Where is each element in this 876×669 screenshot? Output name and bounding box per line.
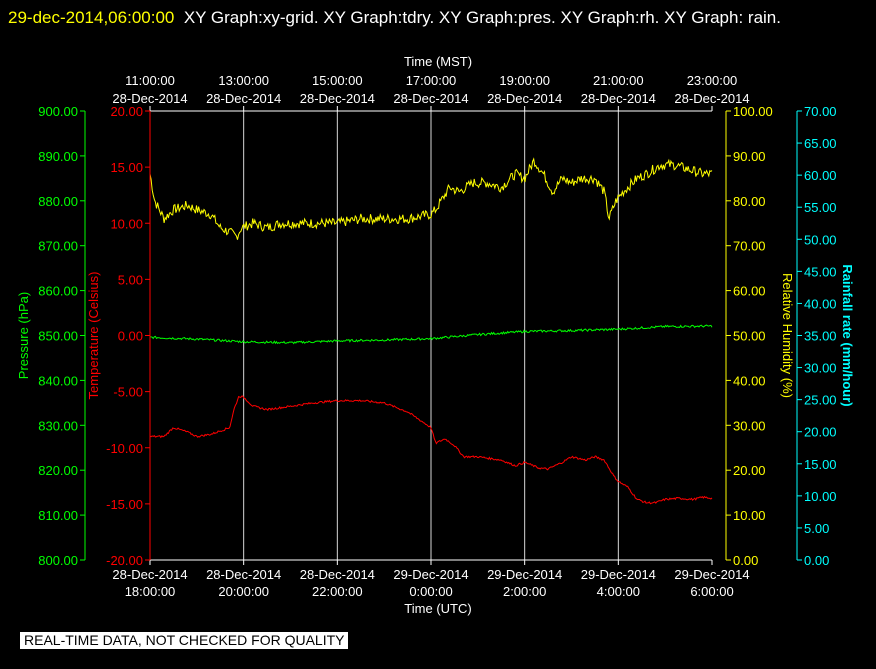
pressure-tick-label: 860.00 [38,284,78,299]
x-bottom-tick-label: 4:00:00 [597,584,640,599]
quality-notice: REAL-TIME DATA, NOT CHECKED FOR QUALITY [20,632,349,649]
pressure-series-line [149,324,713,345]
pressure-tick-label: 880.00 [38,194,78,209]
humidity-tick-label: 0.00 [733,553,758,568]
rain-tick-label: 25.00 [804,393,837,408]
x-top-tick-label: 11:00:00 [125,73,175,88]
pressure-tick-label: 870.00 [38,239,78,254]
humidity-tick-label: 40.00 [733,373,766,388]
humidity-tick-label: 100.00 [733,104,773,119]
rain-tick-label: 30.00 [804,361,837,376]
x-bottom-tick-label: 18:00:00 [125,584,176,599]
axes: 28-Dec-2014 18:00:00 11:00:00 28-Dec-2014 28… [16,54,855,616]
x-bottom-tick-label: 29-Dec-2014 [674,567,749,582]
pressure-tick-label: 850.00 [38,329,78,344]
rain-tick-label: 0.00 [804,553,829,568]
rain-tick-label: 70.00 [804,104,837,119]
temperature-tick-label: 0.00 [118,329,143,344]
grid-lines [243,111,619,560]
pressure-tick-label: 830.00 [38,418,78,433]
rain-tick-label: 20.00 [804,425,837,440]
rain-tick-label: 15.00 [804,457,837,472]
x-bottom-tick-label: 22:00:00 [312,584,363,599]
temperature-tick-label: 20.00 [110,104,143,119]
temperature-tick-label: -5.00 [113,385,143,400]
humidity-tick-label: 10.00 [733,508,766,523]
x-top-tick-label: 23:00:00 [687,73,738,88]
rain-axis-label: Rainfall rate (mm/hour) [840,264,855,406]
pressure-tick-label: 890.00 [38,149,78,164]
plot-frame [149,106,713,565]
x-bottom-tick-label: 2:00:00 [503,584,546,599]
humidity-tick-label: 30.00 [733,418,766,433]
humidity-tick-label: 20.00 [733,463,766,478]
temperature-tick-label: -20.00 [106,553,143,568]
x-top-tick-label: 13:00:00 [218,73,269,88]
x-top-tick-label: 28-Dec-2014 [206,91,281,106]
rain-tick-label: 55.00 [804,200,837,215]
x-bottom-tick-label: 28-Dec-2014 [206,567,281,582]
x-top-tick-label: 28-Dec-2014 [393,91,468,106]
graph-titles: XY Graph:xy-grid. XY Graph:tdry. XY Grap… [183,8,781,27]
rain-tick-label: 5.00 [804,521,829,536]
rain-tick-label: 45.00 [804,264,837,279]
pressure-tick-label: 820.00 [38,463,78,478]
x-bottom-tick-label: 28-Dec-2014 [300,567,375,582]
pressure-tick-label: 810.00 [38,508,78,523]
x-top-tick-label: 28-Dec-2014 [581,91,656,106]
x-top-tick-label: 19:00:00 [499,73,550,88]
humidity-tick-label: 60.00 [733,284,766,299]
rain-tick-label: 40.00 [804,296,837,311]
humidity-tick-label: 50.00 [733,329,766,344]
rain-tick-label: 35.00 [804,329,837,344]
x-bottom-tick-label: 0:00:00 [409,584,452,599]
temperature-axis-label: Temperature (Celsius) [86,272,101,400]
temperature-tick-label: 10.00 [110,216,143,231]
pressure-tick-label: 800.00 [38,553,78,568]
x-bottom-tick-label: 28-Dec-2014 [112,567,187,582]
temperature-tick-label: -10.00 [106,441,143,456]
series-lines [149,157,713,505]
timestamp: 29-dec-2014,06:00:00 [8,8,175,27]
rain-tick-label: 65.00 [804,136,837,151]
x-top-tick-label: 28-Dec-2014 [674,91,749,106]
x-top-tick-label: 15:00:00 [312,73,363,88]
x-top-tick-label: 28-Dec-2014 [487,91,562,106]
temperature-tick-label: 15.00 [110,160,143,175]
pressure-axis-label: Pressure (hPa) [16,292,31,379]
pressure-tick-label: 900.00 [38,104,78,119]
x-bottom-tick-label: 29-Dec-2014 [581,567,656,582]
rain-tick-label: 10.00 [804,489,837,504]
rain-tick-label: 50.00 [804,232,837,247]
humidity-series-line [149,157,713,240]
humidity-tick-label: 70.00 [733,239,766,254]
x-bottom-tick-label: 6:00:00 [690,584,733,599]
x-bottom-tick-label: 29-Dec-2014 [393,567,468,582]
temperature-tick-label: 5.00 [118,272,143,287]
temperature-series-line [149,395,713,505]
x-top-tick-label: 17:00:00 [406,73,457,88]
temperature-tick-label: -15.00 [106,497,143,512]
rain-tick-label: 60.00 [804,168,837,183]
chart-header: 29-dec-2014,06:00:00 XY Graph:xy-grid. X… [8,4,868,31]
humidity-tick-label: 80.00 [733,194,766,209]
humidity-tick-label: 90.00 [733,149,766,164]
x-top-tick-label: 28-Dec-2014 [300,91,375,106]
x-bottom-tick-label: 29-Dec-2014 [487,567,562,582]
x-top-tick-label: 21:00:00 [593,73,644,88]
x-top-tick-label: 28-Dec-2014 [112,91,187,106]
x-bottom-tick-label: 20:00:00 [218,584,269,599]
x-top-axis-label: Time (MST) [404,54,472,69]
humidity-axis-label: Relative Humidity (%) [780,273,795,398]
pressure-tick-label: 840.00 [38,373,78,388]
x-bottom-axis-label: Time (UTC) [404,601,471,616]
